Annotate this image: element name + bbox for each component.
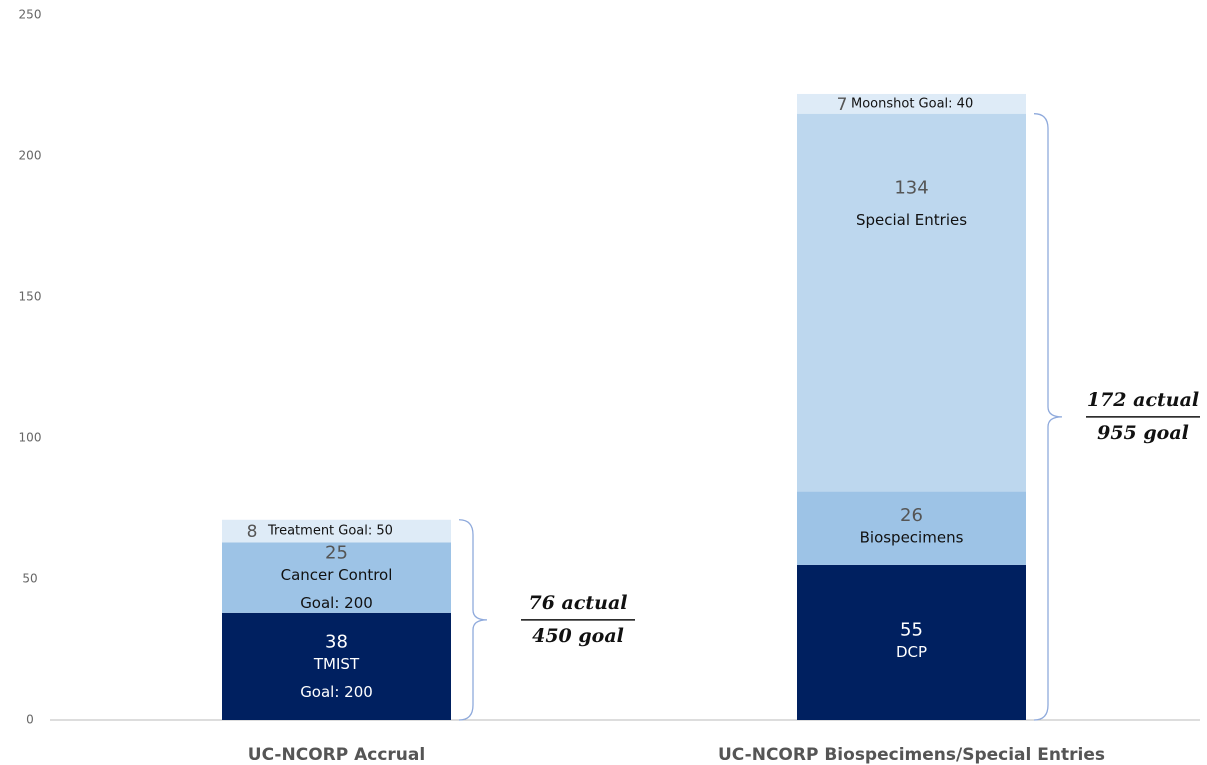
y-tick-label: 200 bbox=[19, 149, 42, 163]
value-label: 38 bbox=[325, 631, 348, 652]
value-label: 8 bbox=[247, 522, 258, 542]
annotation-denominator: 450 goal bbox=[532, 625, 624, 647]
x-tick-label: UC-NCORP Accrual bbox=[248, 745, 425, 765]
segment-label: TMIST bbox=[313, 655, 360, 673]
segment-label: Treatment Goal: 50 bbox=[267, 524, 393, 539]
segment-label: Cancer Control bbox=[281, 566, 393, 584]
value-label: 7 bbox=[837, 95, 848, 115]
bar-segment bbox=[797, 93, 1026, 114]
segment-label: Goal: 200 bbox=[300, 683, 373, 701]
bar-segment bbox=[222, 542, 451, 613]
value-label: 26 bbox=[900, 505, 923, 526]
segment-label: Moonshot Goal: 40 bbox=[851, 96, 973, 111]
y-tick-label: 250 bbox=[19, 8, 42, 22]
bar-segment bbox=[797, 491, 1026, 565]
segment-label: Goal: 200 bbox=[300, 594, 373, 612]
value-label: 134 bbox=[894, 178, 928, 199]
bar-segment bbox=[797, 113, 1026, 492]
x-tick-label: UC-NCORP Biospecimens/Special Entries bbox=[718, 745, 1105, 765]
segment-label: Biospecimens bbox=[860, 529, 964, 547]
y-tick-label: 100 bbox=[19, 431, 42, 445]
value-label: 55 bbox=[900, 619, 923, 640]
value-label: 25 bbox=[325, 543, 348, 564]
brace bbox=[1033, 113, 1063, 721]
segment-label: Special Entries bbox=[856, 211, 967, 229]
brace bbox=[458, 519, 488, 721]
y-tick-label: 50 bbox=[22, 572, 37, 586]
y-tick-label: 0 bbox=[26, 713, 34, 727]
bar-segment bbox=[222, 612, 451, 720]
bar-segment bbox=[222, 519, 451, 543]
annotation-denominator: 955 goal bbox=[1097, 422, 1189, 444]
y-tick-label: 150 bbox=[19, 290, 42, 304]
annotation-numerator: 172 actual bbox=[1087, 389, 1199, 411]
annotation-numerator: 76 actual bbox=[528, 592, 627, 614]
segment-label: DCP bbox=[896, 643, 927, 661]
bar-segment bbox=[797, 564, 1026, 720]
